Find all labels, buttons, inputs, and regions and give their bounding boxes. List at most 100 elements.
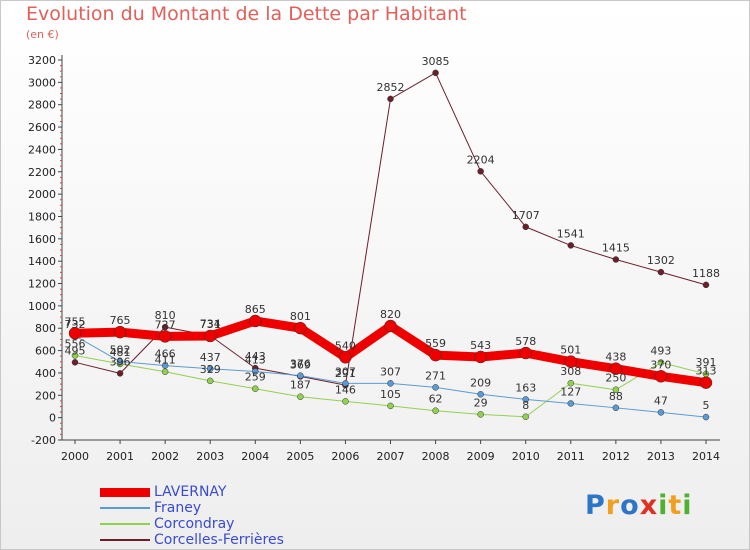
data-label: 732 <box>65 318 86 331</box>
data-point <box>657 359 665 366</box>
y-tick-label: 1800 <box>28 210 56 223</box>
data-point <box>161 368 169 375</box>
data-label: 391 <box>696 356 717 369</box>
data-point <box>252 368 259 375</box>
legend-swatch <box>100 507 150 509</box>
legend-label: Corcondray <box>154 516 235 532</box>
y-tick-label: 1200 <box>28 278 56 291</box>
data-point <box>657 409 665 416</box>
data-label: 466 <box>155 348 176 361</box>
logo-letter: r <box>605 490 621 521</box>
data-label: 146 <box>335 383 356 396</box>
data-label: 443 <box>245 350 266 363</box>
data-point <box>387 380 394 387</box>
data-label: 559 <box>425 337 446 350</box>
data-point <box>387 95 394 103</box>
legend-swatch <box>100 539 150 541</box>
legend-label: Franey <box>154 500 202 516</box>
data-label: 163 <box>515 381 536 394</box>
data-label: 47 <box>654 394 668 407</box>
y-tick-label: 800 <box>35 322 56 335</box>
data-label: 3085 <box>422 55 450 68</box>
y-tick-label: 2400 <box>28 143 56 156</box>
data-label: 1188 <box>692 267 720 280</box>
data-label: 370 <box>650 358 671 371</box>
data-label: 209 <box>470 376 491 389</box>
data-point <box>522 396 529 403</box>
data-label: 765 <box>110 314 131 327</box>
logo-letter: o <box>620 490 640 521</box>
data-label: 556 <box>65 338 86 351</box>
data-point <box>699 376 713 389</box>
data-label: 291 <box>335 367 356 380</box>
data-point <box>657 268 665 276</box>
y-tick-label: 400 <box>35 367 56 380</box>
data-point <box>113 325 127 339</box>
x-tick-label: 2002 <box>151 450 179 463</box>
data-point <box>68 327 82 340</box>
data-point <box>609 362 623 375</box>
data-label: 105 <box>380 388 401 401</box>
legend-swatch <box>100 523 150 525</box>
data-point <box>432 69 439 77</box>
x-tick-label: 2007 <box>377 450 405 463</box>
data-label: 369 <box>290 358 311 371</box>
y-tick-label: -200 <box>31 434 56 447</box>
data-point <box>567 400 575 407</box>
data-point <box>474 350 487 364</box>
data-point <box>252 385 259 392</box>
logo-letter: t <box>668 490 683 521</box>
x-tick-label: 2000 <box>61 450 89 463</box>
logo-letter: i <box>658 490 669 521</box>
logo-letter: i <box>682 490 693 521</box>
proxiti-logo: Proxiti <box>585 490 693 521</box>
data-label: 2852 <box>377 81 405 94</box>
data-point <box>429 348 442 362</box>
data-label: 493 <box>650 345 671 358</box>
data-label: 313 <box>696 365 717 378</box>
data-point <box>477 411 484 418</box>
data-label: 5 <box>703 399 710 412</box>
data-point <box>206 365 214 373</box>
data-point <box>71 352 79 359</box>
data-label: 8 <box>522 399 529 412</box>
data-label: 543 <box>470 339 491 352</box>
data-label: 376 <box>290 358 311 371</box>
data-label: 865 <box>245 303 266 316</box>
x-tick-label: 2012 <box>602 450 630 463</box>
data-label: 307 <box>380 365 401 378</box>
data-label: 411 <box>155 354 176 367</box>
data-point <box>339 351 352 364</box>
data-point <box>522 223 529 231</box>
data-point <box>294 321 307 335</box>
y-tick-label: 3000 <box>28 76 56 89</box>
data-point <box>477 391 484 398</box>
y-tick-label: 1000 <box>28 300 56 313</box>
data-label: 396 <box>110 355 131 368</box>
y-tick-label: 600 <box>35 345 56 358</box>
data-point <box>203 329 217 343</box>
data-label: 801 <box>290 310 311 323</box>
data-point <box>519 346 532 360</box>
legend-label: Corcelles-Ferrières <box>154 532 284 548</box>
x-tick-label: 2001 <box>106 450 134 463</box>
data-label: 734 <box>200 318 221 331</box>
data-point <box>567 242 575 249</box>
data-label: 1302 <box>647 254 675 267</box>
data-point <box>71 359 79 366</box>
data-label: 88 <box>609 390 623 403</box>
x-tick-label: 2009 <box>467 450 495 463</box>
data-point <box>432 407 439 414</box>
x-tick-label: 2005 <box>286 450 314 463</box>
data-label: 62 <box>429 393 443 406</box>
data-point <box>116 370 124 377</box>
y-tick-label: 2800 <box>28 99 56 112</box>
data-label: 810 <box>155 309 176 322</box>
data-point <box>342 398 349 405</box>
y-tick-label: 200 <box>35 389 56 402</box>
data-label: 259 <box>245 371 266 384</box>
data-point <box>702 281 710 289</box>
data-label: 1541 <box>557 227 585 240</box>
data-label: 1415 <box>602 242 630 255</box>
